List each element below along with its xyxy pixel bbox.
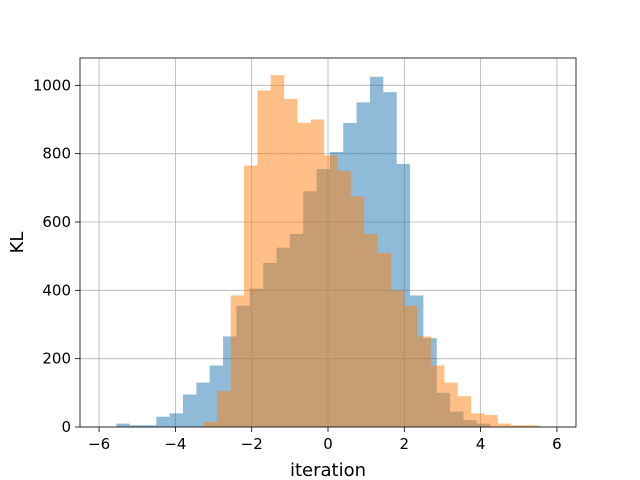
x-tick-label: 2: [400, 435, 410, 453]
x-tick-label: 0: [323, 435, 333, 453]
histogram-bar-series-2: [284, 99, 298, 427]
histogram-bar-series-2: [444, 382, 458, 427]
histogram-bar-series-2: [204, 421, 218, 427]
histogram-bar-series-2: [417, 336, 432, 427]
histogram-bar-series-2: [524, 425, 540, 427]
x-axis-label: iteration: [290, 460, 366, 480]
histogram-bar-series-2: [270, 75, 285, 427]
y-tick-label: 1000: [33, 76, 71, 94]
histogram-bar-series-2: [404, 305, 418, 427]
histogram-bar-series-2: [377, 252, 391, 427]
histogram-bar-series-2: [471, 413, 485, 427]
histogram-bar-series-1: [142, 425, 157, 427]
histogram-bar-series-2: [484, 415, 498, 427]
y-tick-label: 400: [42, 281, 71, 299]
histogram-bar-series-2: [497, 423, 512, 427]
histogram-bar-series-2: [230, 295, 245, 427]
histogram-bar-series-1: [156, 416, 170, 427]
histogram-bar-series-1: [116, 423, 130, 427]
y-axis-label: KL: [7, 232, 28, 254]
x-tick-label: −4: [164, 435, 186, 453]
histogram-bar-series-2: [457, 396, 472, 427]
histogram-bar-series-1: [196, 382, 210, 427]
histogram-bar-series-2: [324, 155, 338, 427]
x-tick-label: 6: [552, 435, 562, 453]
y-tick-label: 200: [42, 350, 71, 368]
x-tick-label: −6: [88, 435, 110, 453]
y-tick-label: 0: [61, 418, 71, 436]
y-axis-ticks: 0 200 400 600 800 1000: [33, 76, 80, 436]
x-tick-label: 4: [476, 435, 486, 453]
histogram-bar-series-2: [364, 233, 378, 427]
x-axis-ticks: −6 −4 −2 0 2 4 6: [88, 427, 562, 453]
bars: [116, 75, 540, 428]
histogram-bar-series-1: [183, 394, 197, 427]
histogram-bar-series-2: [244, 165, 258, 427]
histogram-bar-series-2: [310, 119, 325, 427]
histogram-bar-series-1: [129, 425, 143, 427]
histogram-bar-series-2: [297, 122, 311, 428]
histogram-bar-series-2: [431, 365, 445, 427]
y-tick-label: 800: [42, 145, 71, 163]
y-tick-label: 600: [42, 213, 71, 231]
histogram-bar-series-2: [511, 425, 525, 427]
histogram-bar-series-2: [257, 90, 271, 427]
histogram-bar-series-2: [350, 196, 365, 427]
histogram-bar-series-2: [217, 391, 231, 427]
histogram-bar-series-1: [169, 413, 184, 427]
histogram-bar-series-2: [390, 290, 405, 427]
x-tick-label: −2: [241, 435, 263, 453]
histogram-bar-series-2: [337, 170, 351, 427]
